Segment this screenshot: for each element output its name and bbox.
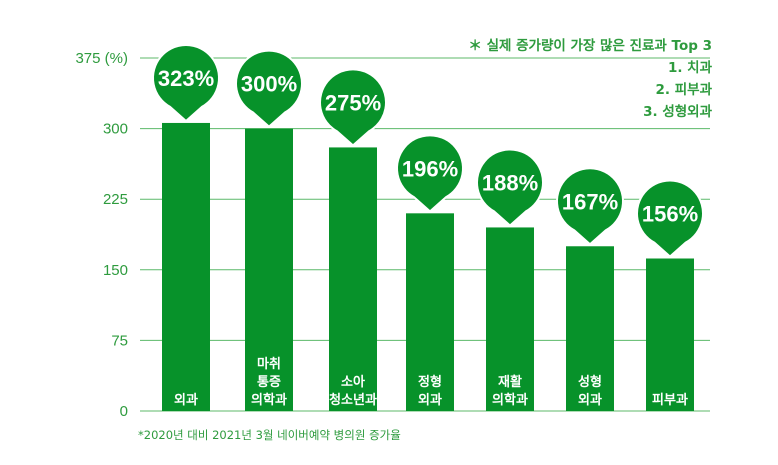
category-label: 재활 [498,374,522,390]
footnote: *2020년 대비 2021년 3월 네이버예약 병의원 증가율 [138,428,401,442]
annotation-line: 1. 치과 [668,60,713,76]
y-tick-label: 0 [120,403,128,420]
category-label: 의학과 [492,392,528,408]
category-label: 청소년과 [329,392,377,408]
annotation-line: ＊ 실제 증가량이 가장 많은 진료과 Top 3 [468,37,712,54]
annotation-line: 3. 성형외과 [643,103,712,120]
category-label: 소아 [341,374,365,390]
bar [486,227,534,411]
data-label: 188% [482,170,538,195]
category-label: 피부과 [652,393,688,408]
value-marker [235,49,303,128]
data-label: 196% [402,156,458,181]
value-marker [636,179,704,258]
category-label: 외과 [418,392,442,408]
bar [329,147,377,411]
category-label: 외과 [578,392,602,408]
category-label: 마취 [257,356,281,372]
bar [245,128,293,411]
data-label: 156% [642,202,698,227]
value-marker [556,167,624,246]
category-label: 통증 [257,375,281,390]
bar [406,213,454,411]
category-label: 정형 [418,374,442,390]
y-tick-label: 225 [103,191,128,208]
bar [566,246,614,411]
y-tick-label: 300 [103,121,128,138]
category-label: 의학과 [251,392,287,408]
value-marker [396,134,464,213]
bar [162,122,210,412]
y-axis-ticks: 0 75 150 225 300 375 (%) [75,50,128,420]
value-marker [476,148,544,227]
y-tick-label: 150 [103,262,128,279]
annotation: ＊ 실제 증가량이 가장 많은 진료과 Top 3 1. 치과 2. 피부과 3. 성… [468,37,712,120]
value-marker [152,44,220,123]
y-tick-label: 375 (%) [75,50,128,67]
category-label: 성형 [578,374,602,390]
data-label: 323% [158,66,214,91]
data-label: 167% [562,189,618,214]
bar [646,258,694,411]
data-label: 300% [241,72,297,97]
y-tick-label: 75 [111,332,128,349]
data-label: 275% [325,90,381,115]
value-marker [319,68,387,147]
category-label: 외과 [174,392,198,408]
annotation-line: 2. 피부과 [656,82,713,98]
